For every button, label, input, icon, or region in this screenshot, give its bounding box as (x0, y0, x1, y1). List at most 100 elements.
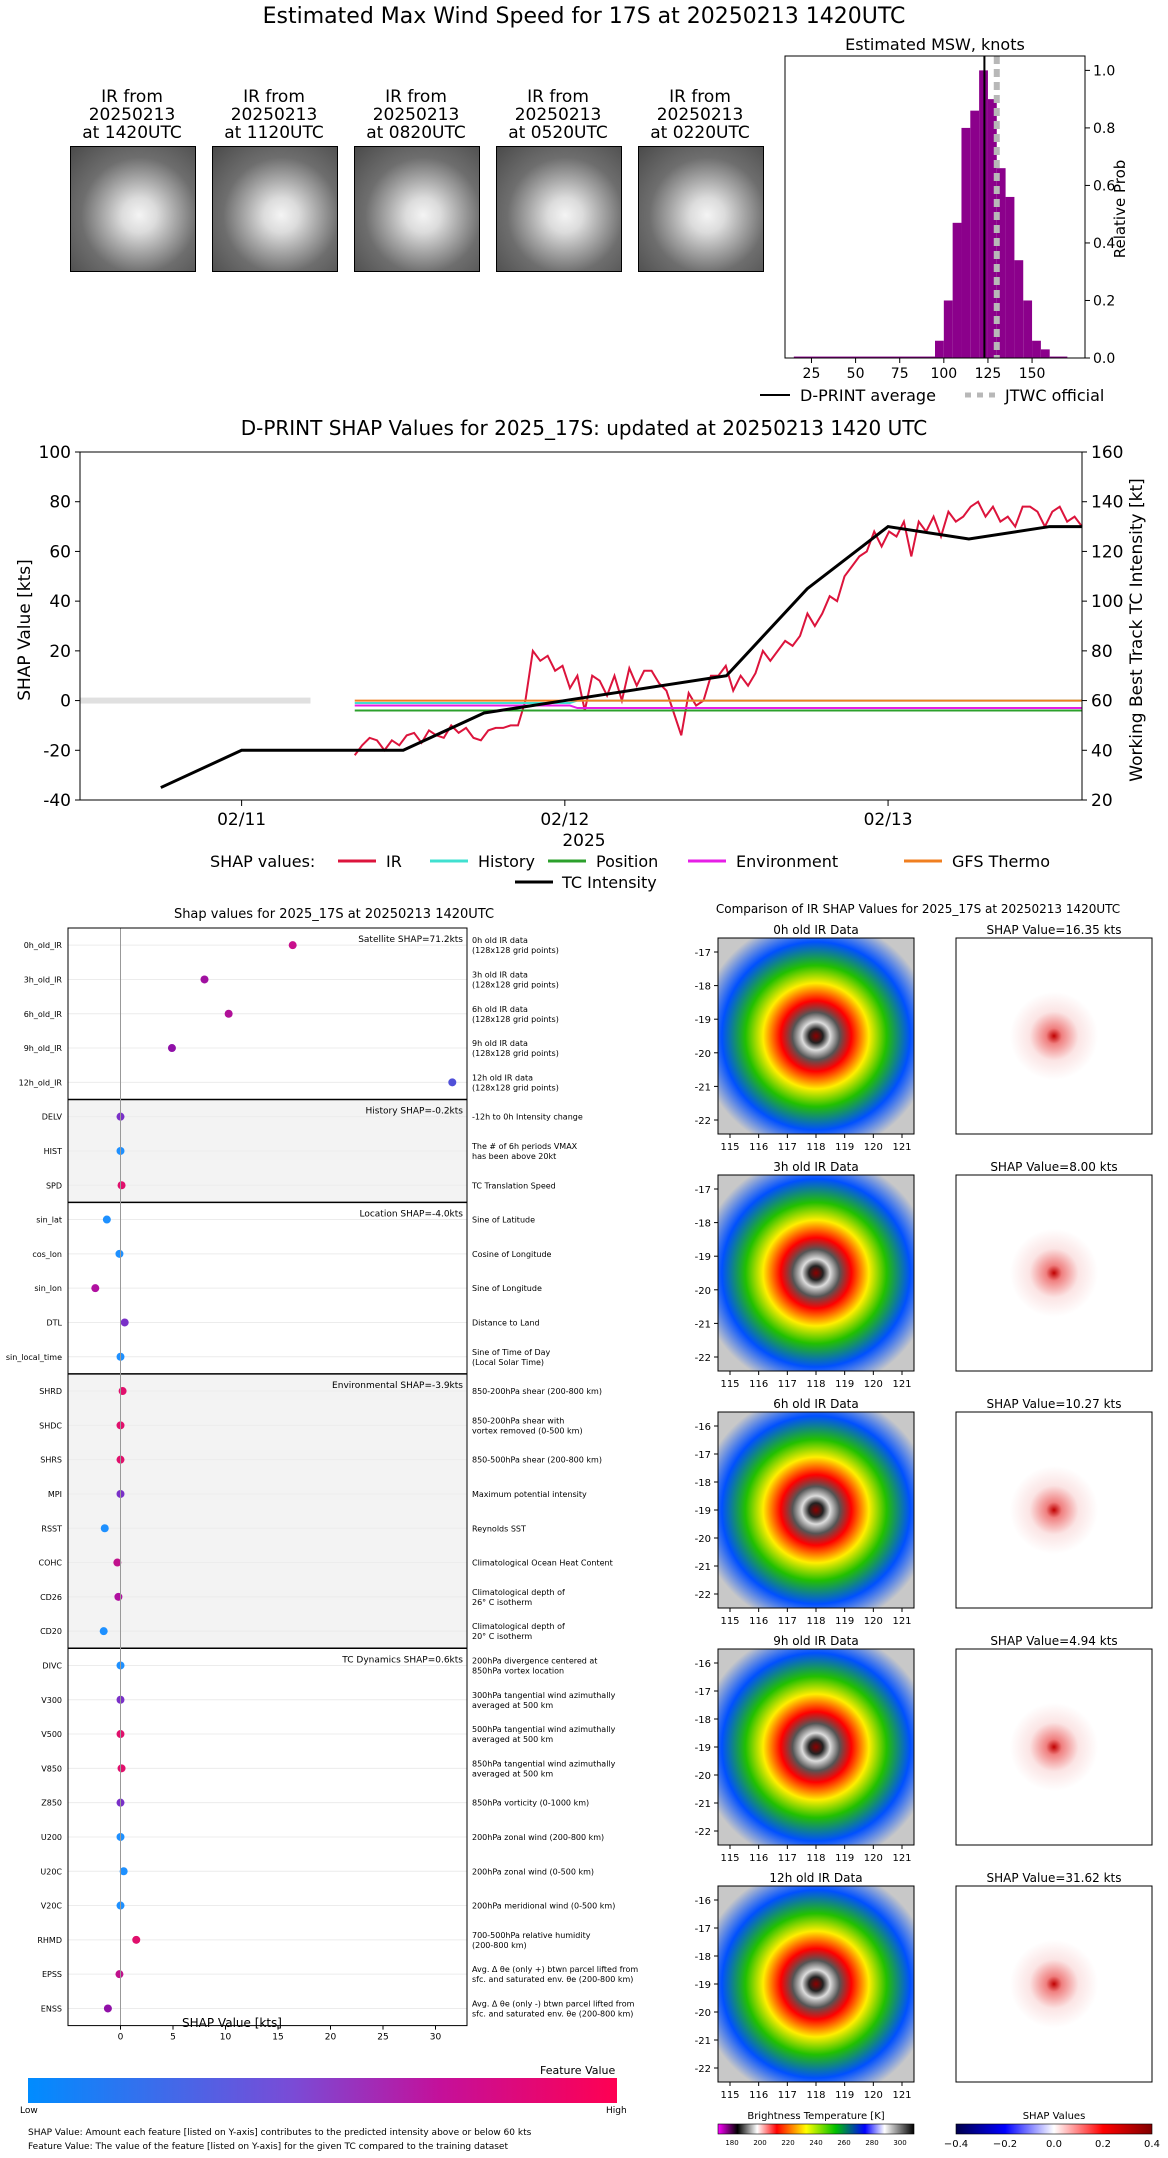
ir-xtick-label: 120 (864, 1142, 883, 1153)
timeseries-ytick-label: 100 (39, 443, 71, 463)
ir-xtick-label: 116 (749, 1379, 768, 1390)
feature-description: 9h old IR data (472, 1039, 528, 1048)
feature-frame (67, 927, 468, 2027)
feature-point (224, 1009, 233, 1018)
ir-thumbnail-image (70, 146, 196, 272)
feature-name: ENSS (41, 2004, 62, 2013)
timeseries-y2tick-label: 80 (1091, 642, 1113, 662)
feature-name: sin_lat (36, 1216, 62, 1225)
feature-name: RHMD (37, 1936, 62, 1945)
ir-ytick-label: -19 (695, 1252, 711, 1263)
ir-ytick-label: -22 (695, 1590, 711, 1601)
ir-xtick-label: 116 (749, 1853, 768, 1864)
timeseries-y2tick-label: 120 (1091, 542, 1123, 562)
timeseries-y2tick-label: 60 (1091, 692, 1113, 712)
feature-point (119, 1867, 128, 1876)
histogram-bar (987, 99, 997, 359)
ir-panel-title: 9h old IR Data (773, 1634, 859, 1648)
feature-point (200, 975, 209, 984)
feature-chart-title: Shap values for 2025_17S at 20250213 142… (174, 907, 494, 922)
thumb-label-line: 20250213 (514, 105, 602, 125)
histogram-bar (1032, 340, 1041, 358)
feature-name: EPSS (42, 1970, 62, 1979)
ir-panel-title: 12h old IR Data (769, 1871, 862, 1885)
feature-description: 850-200hPa shear (200-800 km) (472, 1387, 602, 1396)
ir-xtick-label: 117 (778, 1379, 797, 1390)
timeseries-ytick-label: 0 (60, 692, 71, 712)
legend-label: IR (386, 852, 402, 871)
feature-point (288, 941, 297, 950)
ir-xtick-label: 120 (864, 1853, 883, 1864)
legend-jtwc: JTWC official (1004, 386, 1104, 405)
legend-dprint: D-PRINT average (800, 386, 936, 405)
tc-intensity-line (160, 524, 1082, 789)
feature-description: averaged at 500 km (472, 1701, 553, 1710)
timeseries-frame (79, 451, 1083, 801)
feature-description: (200-800 km) (472, 1941, 527, 1950)
feature-description: averaged at 500 km (472, 1769, 553, 1778)
feature-description: 200hPa zonal wind (200-800 km) (472, 1833, 604, 1842)
legend-label: Position (596, 852, 658, 871)
feature-point (115, 1970, 124, 1979)
feature-description: (128x128 grid points) (472, 946, 559, 955)
ir-ytick-label: -17 (695, 1450, 711, 1461)
feature-name: V20C (41, 1902, 63, 1911)
feature-description: has been above 20kt (472, 1152, 556, 1161)
ir-xtick-label: 118 (806, 1616, 825, 1627)
shap-tick-label: −0.2 (993, 2139, 1017, 2150)
histogram-bar (1049, 356, 1068, 358)
bt-tick-label: 300 (893, 2139, 906, 2147)
thumb-label-line: at 1420UTC (82, 123, 182, 143)
feature-name: DIVC (42, 1661, 62, 1670)
histogram-ytick-label: 0.0 (1093, 351, 1115, 367)
feature-description: 6h old IR data (472, 1005, 528, 1014)
timeseries-y2tick-label: 140 (1091, 493, 1123, 513)
feature-name: SPD (46, 1181, 62, 1190)
feature-point (117, 1764, 126, 1773)
feature-name: SHRS (40, 1456, 62, 1465)
feature-name: DTL (46, 1318, 62, 1327)
timeseries-ytick-label: 40 (49, 592, 71, 612)
shap-tick-label: −0.4 (944, 2139, 968, 2150)
feature-name: Z850 (41, 1799, 62, 1808)
feature-description: sfc. and saturated env. θe (200-800 km) (472, 1975, 633, 1984)
timeseries-y2tick-label: 40 (1091, 741, 1113, 761)
feature-description: vortex removed (0-500 km) (472, 1426, 583, 1435)
thumb-label-line: at 0520UTC (508, 123, 608, 143)
feature-name: U200 (41, 1833, 62, 1842)
thumb-label-line: at 0220UTC (650, 123, 750, 143)
ir-ytick-label: -16 (695, 1896, 711, 1907)
ir-xtick-label: 115 (720, 2090, 739, 2101)
feature-description: Sine of Longitude (472, 1284, 542, 1293)
histogram-bar (1014, 260, 1024, 358)
feature-point (448, 1078, 457, 1087)
feature-description: averaged at 500 km (472, 1735, 553, 1744)
ir-xtick-label: 117 (778, 1853, 797, 1864)
thumb-label-line: 20250213 (88, 105, 176, 125)
thumb-label-2: IR from 20250213 at 0820UTC (351, 88, 481, 142)
ir-ytick-label: -21 (695, 1319, 711, 1330)
thumb-label-line: at 0820UTC (366, 123, 466, 143)
shap-colorbar (955, 2123, 1153, 2135)
shap-panel-title: SHAP Value=31.62 kts (987, 1871, 1122, 1885)
ir-ytick-label: -16 (695, 1659, 711, 1670)
group-shade (68, 1373, 467, 1649)
feature-point (132, 1935, 141, 1944)
feature-xtick-label: 5 (170, 2033, 176, 2043)
ir-xtick-label: 118 (806, 1142, 825, 1153)
feature-description: 12h old IR data (472, 1073, 533, 1082)
timeseries-title: D-PRINT SHAP Values for 2025_17S: update… (241, 416, 928, 440)
timeseries-y2tick-label: 160 (1091, 443, 1123, 463)
feature-description: Distance to Land (472, 1318, 540, 1327)
feature-description: sfc. and saturated env. θe (200-800 km) (472, 2009, 633, 2018)
ir-ytick-label: -18 (695, 1478, 711, 1489)
bt-tick-label: 180 (725, 2139, 738, 2147)
feature-xtick-label: 0 (118, 2033, 124, 2043)
ir-xtick-label: 120 (864, 1616, 883, 1627)
ir-panel-title: 3h old IR Data (773, 1160, 859, 1174)
feature-name: 0h_old_IR (24, 941, 63, 950)
ir-ytick-label: -20 (695, 1534, 711, 1545)
histogram-ytick-label: 0.2 (1093, 293, 1115, 309)
feature-description: 3h old IR data (472, 970, 528, 979)
feature-name: DELV (42, 1113, 63, 1122)
